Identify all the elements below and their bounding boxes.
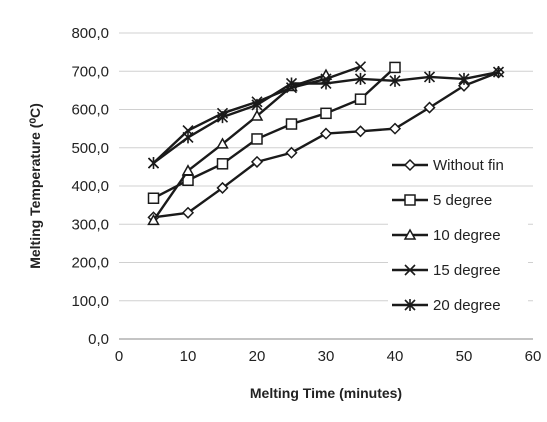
- asterisk-marker: [389, 74, 401, 87]
- diamond-marker: [403, 158, 417, 172]
- asterisk-marker: [423, 70, 436, 83]
- y-tick-label: 200,0: [71, 255, 109, 272]
- y-axis-title: Melting Temperature (⁰C): [27, 103, 43, 269]
- legend-item: 10 degree: [388, 222, 528, 248]
- x-marker: [404, 264, 416, 276]
- diamond-marker: [319, 127, 333, 140]
- legend-item: Without fin: [388, 152, 528, 178]
- y-tick-label: 100,0: [71, 293, 109, 310]
- series-0: [147, 66, 505, 224]
- series-1: [147, 61, 401, 204]
- asterisk-marker: [354, 72, 367, 85]
- diamond-marker: [354, 125, 367, 138]
- legend-label: 15 degree: [433, 262, 501, 279]
- diamond-marker: [388, 122, 402, 135]
- square-marker: [216, 158, 229, 170]
- asterisk-marker: [182, 131, 194, 144]
- square-marker: [354, 93, 367, 105]
- asterisk-marker: [216, 111, 229, 124]
- legend-item: 15 degree: [388, 257, 528, 283]
- x-tick-label: 50: [456, 348, 473, 365]
- axes: 0,0 100,0 200,0 300,0 400,0 500,0 600,0 700,0 80…: [71, 25, 541, 365]
- y-tick-label: 700,0: [71, 63, 109, 80]
- asterisk-marker: [492, 66, 505, 79]
- asterisk-marker: [251, 98, 263, 111]
- y-tick-label: 400,0: [71, 178, 109, 195]
- triangle-marker: [250, 109, 264, 121]
- asterisk-marker: [147, 157, 160, 170]
- x-tick-label: 60: [525, 348, 542, 365]
- series-4: [147, 66, 505, 170]
- asterisk-marker: [458, 72, 470, 85]
- series: [147, 61, 505, 226]
- square-marker: [285, 118, 298, 130]
- x-axis-title: Melting Time (minutes): [250, 385, 402, 401]
- legend-label: 20 degree: [433, 297, 501, 314]
- square-marker: [389, 61, 401, 74]
- legend: Without fin 5 degree 10 degree 15 degree 20 …: [388, 152, 528, 318]
- triangle-marker: [403, 228, 417, 240]
- diamond-marker: [423, 101, 436, 114]
- asterisk-marker: [404, 299, 416, 311]
- y-tick-label: 600,0: [71, 102, 109, 119]
- square-marker: [147, 192, 160, 204]
- x-tick-label: 10: [180, 348, 197, 365]
- x-tick-label: 40: [387, 348, 404, 365]
- legend-label: 5 degree: [433, 192, 492, 209]
- y-tick-label: 800,0: [71, 25, 109, 42]
- diamond-marker: [181, 206, 195, 219]
- diamond-marker: [457, 79, 471, 92]
- triangle-marker: [216, 137, 229, 149]
- x-marker: [354, 61, 367, 73]
- square-marker: [404, 194, 416, 206]
- asterisk-marker: [320, 77, 332, 90]
- y-tick-label: 300,0: [71, 216, 109, 233]
- diamond-marker: [250, 155, 264, 168]
- x-tick-label: 20: [249, 348, 266, 365]
- square-marker: [320, 107, 332, 120]
- legend-item: 20 degree: [388, 292, 528, 318]
- y-tick-label: 500,0: [71, 140, 109, 157]
- diamond-marker: [285, 146, 298, 159]
- x-tick-label: 30: [318, 348, 335, 365]
- legend-label: Without fin: [433, 157, 504, 174]
- y-tick-label: 0,0: [88, 331, 109, 348]
- legend-item: 5 degree: [388, 187, 528, 213]
- square-marker: [251, 133, 263, 145]
- asterisk-marker: [285, 77, 298, 90]
- diamond-marker: [216, 181, 229, 194]
- triangle-marker: [181, 164, 195, 176]
- triangle-marker: [147, 213, 160, 226]
- legend-label: 10 degree: [433, 227, 501, 244]
- x-tick-label: 0: [115, 348, 123, 365]
